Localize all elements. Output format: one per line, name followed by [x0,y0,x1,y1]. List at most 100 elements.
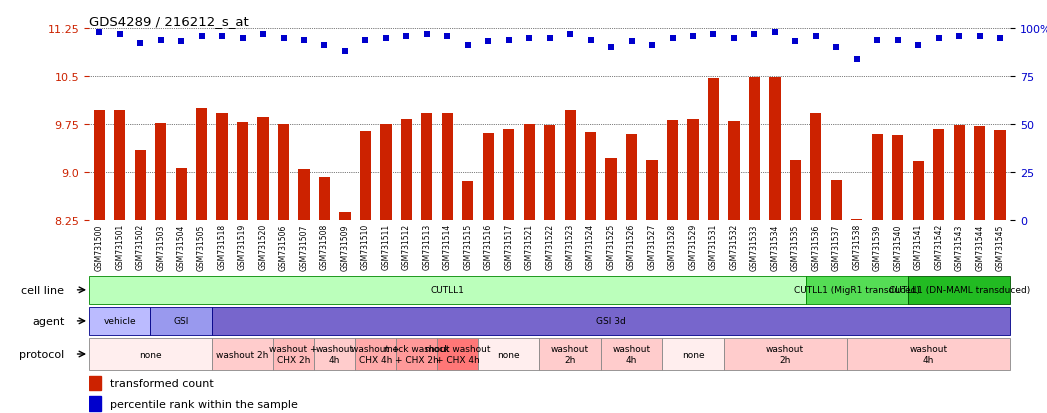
Text: washout
4h: washout 4h [612,344,650,364]
Point [582,37,599,44]
Point [194,33,210,40]
Text: GSM731529: GSM731529 [689,224,697,270]
Text: GSM731526: GSM731526 [627,224,637,270]
Point [398,33,415,40]
Text: washout +
CHX 4h: washout + CHX 4h [352,344,400,364]
Point [235,35,251,42]
Point [807,33,824,40]
Text: GSI 3d: GSI 3d [596,317,626,325]
Text: GSM731504: GSM731504 [177,224,185,270]
Point [460,43,476,50]
FancyBboxPatch shape [211,307,1010,335]
Point [357,37,374,44]
Bar [729,122,739,221]
Bar [892,136,904,221]
Text: cell line: cell line [21,285,65,295]
Point [972,33,988,40]
Text: GSM731511: GSM731511 [381,224,391,270]
Text: GSM731510: GSM731510 [361,224,370,270]
Text: GSM731531: GSM731531 [709,224,718,270]
Text: GSM731520: GSM731520 [259,224,268,270]
Text: GSM731515: GSM731515 [463,224,472,270]
Point [726,35,742,42]
Bar [298,169,310,221]
Text: GSM731523: GSM731523 [565,224,575,270]
Bar [319,178,330,221]
Text: GSM731535: GSM731535 [790,224,800,270]
Bar [933,129,944,221]
Bar [421,114,432,221]
Point [664,35,681,42]
Text: percentile rank within the sample: percentile rank within the sample [110,399,297,409]
Point [173,39,190,46]
Text: GSM731528: GSM731528 [668,224,677,270]
Text: GSM731539: GSM731539 [873,224,882,270]
Text: CUTLL1 (MigR1 transduced): CUTLL1 (MigR1 transduced) [794,286,919,294]
FancyBboxPatch shape [396,338,437,370]
Point [931,35,948,42]
Bar [749,78,760,221]
FancyBboxPatch shape [663,338,723,370]
Point [869,37,886,44]
FancyBboxPatch shape [89,307,151,335]
Bar [626,135,638,221]
Bar [830,180,842,221]
Point [378,35,395,42]
Bar [89,396,101,411]
Text: mock washout
+ CHX 2h: mock washout + CHX 2h [384,344,449,364]
FancyBboxPatch shape [601,338,663,370]
Text: GSM731527: GSM731527 [647,224,656,270]
Text: washout
4h: washout 4h [910,344,948,364]
Text: CUTLL1: CUTLL1 [430,286,464,294]
FancyBboxPatch shape [437,338,478,370]
Bar [277,125,289,221]
FancyBboxPatch shape [723,338,847,370]
Bar [89,376,101,390]
Bar [504,129,514,221]
Bar [954,126,964,221]
Text: GSM731543: GSM731543 [955,224,963,270]
Text: GSM731541: GSM731541 [914,224,922,270]
FancyBboxPatch shape [478,338,539,370]
Bar [93,111,105,221]
Bar [872,135,883,221]
Text: GSM731534: GSM731534 [771,224,779,270]
Point [623,39,640,46]
Point [480,39,496,46]
Text: CUTLL1 (DN-MAML transduced): CUTLL1 (DN-MAML transduced) [889,286,1030,294]
Point [541,35,558,42]
Point [419,31,436,38]
Text: GSM731502: GSM731502 [136,224,144,270]
Text: GSM731545: GSM731545 [996,224,1005,270]
Text: GSM731524: GSM731524 [586,224,595,270]
Text: GSM731544: GSM731544 [975,224,984,270]
Text: agent: agent [32,316,65,326]
Bar [770,78,780,221]
Bar [851,220,863,221]
Point [685,33,701,40]
Bar [544,126,555,221]
Bar [995,131,1006,221]
Text: GSM731514: GSM731514 [443,224,452,270]
Point [992,35,1008,42]
Bar [646,161,658,221]
Bar [913,162,923,221]
Bar [135,151,146,221]
Bar [258,117,269,221]
Point [520,35,537,42]
Text: transformed count: transformed count [110,378,214,388]
Bar [380,125,392,221]
Text: GSI: GSI [174,317,188,325]
Text: GSM731540: GSM731540 [893,224,903,270]
FancyBboxPatch shape [314,338,355,370]
Text: none: none [682,350,705,358]
Point [889,37,906,44]
Text: GDS4289 / 216212_s_at: GDS4289 / 216212_s_at [89,15,249,28]
Text: vehicle: vehicle [104,317,136,325]
Point [336,49,353,55]
Text: GSM731513: GSM731513 [422,224,431,270]
Text: none: none [139,350,161,358]
Text: GSM731506: GSM731506 [279,224,288,270]
Point [766,29,783,36]
Text: GSM731508: GSM731508 [320,224,329,270]
